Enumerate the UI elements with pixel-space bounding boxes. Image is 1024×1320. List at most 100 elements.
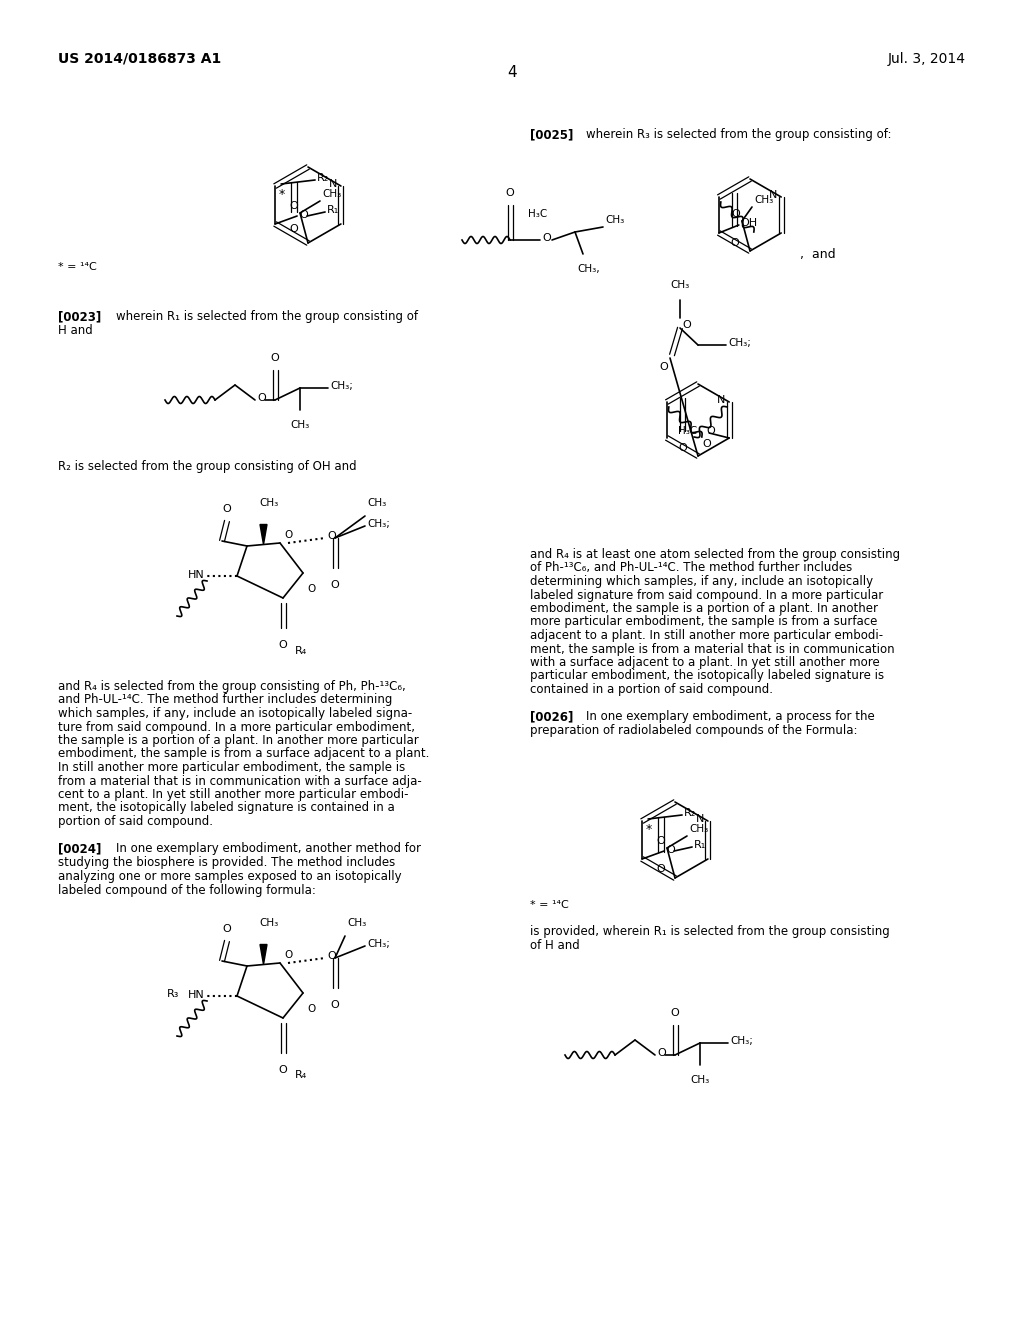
Text: CH₃: CH₃: [347, 917, 367, 928]
Text: *: *: [646, 822, 652, 836]
Text: CH₃: CH₃: [690, 1074, 710, 1085]
Text: O: O: [656, 863, 665, 874]
Text: wherein R₃ is selected from the group consisting of:: wherein R₃ is selected from the group co…: [586, 128, 892, 141]
Text: O: O: [671, 1008, 679, 1018]
Text: from a material that is in communication with a surface adja-: from a material that is in communication…: [58, 775, 422, 788]
Text: O: O: [284, 950, 292, 960]
Text: O: O: [682, 319, 691, 330]
Text: H₃C: H₃C: [527, 209, 547, 219]
Text: O: O: [257, 393, 266, 403]
Text: R₃: R₃: [167, 989, 179, 999]
Text: and R₄ is at least one atom selected from the group consisting: and R₄ is at least one atom selected fro…: [530, 548, 900, 561]
Text: O: O: [270, 352, 280, 363]
Text: HN: HN: [188, 570, 205, 579]
Text: ment, the isotopically labeled signature is contained in a: ment, the isotopically labeled signature…: [58, 801, 394, 814]
Text: O: O: [327, 950, 336, 961]
Text: labeled signature from said compound. In a more particular: labeled signature from said compound. In…: [530, 589, 884, 602]
Text: O: O: [307, 583, 315, 594]
Text: * = ¹⁴C: * = ¹⁴C: [530, 900, 568, 909]
Text: adjacent to a plant. In still another more particular embodi-: adjacent to a plant. In still another mo…: [530, 630, 883, 642]
Text: O: O: [506, 187, 514, 198]
Text: O: O: [702, 440, 711, 449]
Text: CH₃;: CH₃;: [730, 1036, 753, 1045]
Text: R₄: R₄: [295, 1071, 307, 1080]
Text: O: O: [678, 444, 687, 453]
Text: O: O: [279, 1065, 288, 1074]
Text: embodiment, the sample is from a surface adjacent to a plant.: embodiment, the sample is from a surface…: [58, 747, 429, 760]
Text: O: O: [284, 531, 292, 540]
Text: R₄: R₄: [295, 645, 307, 656]
Text: embodiment, the sample is a portion of a plant. In another: embodiment, the sample is a portion of a…: [530, 602, 878, 615]
Text: CH₃: CH₃: [671, 280, 689, 290]
Text: particular embodiment, the isotopically labeled signature is: particular embodiment, the isotopically …: [530, 669, 884, 682]
Text: Jul. 3, 2014: Jul. 3, 2014: [888, 51, 966, 66]
Text: [0024]: [0024]: [58, 842, 101, 855]
Text: and Ph-UL-¹⁴C. The method further includes determining: and Ph-UL-¹⁴C. The method further includ…: [58, 693, 392, 706]
Text: CH₃;: CH₃;: [728, 338, 751, 348]
Text: 4: 4: [507, 65, 517, 81]
Text: portion of said compound.: portion of said compound.: [58, 814, 213, 828]
Text: O: O: [289, 223, 298, 234]
Text: R₂: R₂: [317, 173, 330, 183]
Text: O: O: [331, 579, 339, 590]
Text: N: N: [695, 814, 703, 824]
Text: CH₃: CH₃: [291, 420, 309, 430]
Text: N: N: [329, 180, 337, 189]
Text: CH₃: CH₃: [322, 189, 341, 199]
Text: CH₃: CH₃: [367, 498, 386, 508]
Text: preparation of radiolabeled compounds of the Formula:: preparation of radiolabeled compounds of…: [530, 723, 857, 737]
Text: O: O: [279, 640, 288, 649]
Text: In still another more particular embodiment, the sample is: In still another more particular embodim…: [58, 762, 406, 774]
Text: OH: OH: [740, 218, 758, 228]
Text: CH₃: CH₃: [689, 824, 709, 834]
Text: the sample is a portion of a plant. In another more particular: the sample is a portion of a plant. In a…: [58, 734, 419, 747]
Polygon shape: [260, 945, 267, 965]
Text: In one exemplary embodiment, another method for: In one exemplary embodiment, another met…: [116, 842, 421, 855]
Text: O: O: [666, 845, 675, 855]
Text: CH₃;: CH₃;: [367, 519, 390, 529]
Text: O: O: [542, 234, 551, 243]
Text: ment, the sample is from a material that is in communication: ment, the sample is from a material that…: [530, 643, 895, 656]
Text: analyzing one or more samples exposed to an isotopically: analyzing one or more samples exposed to…: [58, 870, 401, 883]
Text: O: O: [656, 836, 665, 846]
Text: CH₃: CH₃: [754, 195, 773, 205]
Text: O: O: [657, 1048, 666, 1059]
Text: of Ph-¹³C₆, and Ph-UL-¹⁴C. The method further includes: of Ph-¹³C₆, and Ph-UL-¹⁴C. The method fu…: [530, 561, 852, 574]
Text: * = ¹⁴C: * = ¹⁴C: [58, 261, 96, 272]
Text: more particular embodiment, the sample is from a surface: more particular embodiment, the sample i…: [530, 615, 878, 628]
Text: is provided, wherein R₁ is selected from the group consisting: is provided, wherein R₁ is selected from…: [530, 925, 890, 939]
Text: and R₄ is selected from the group consisting of Ph, Ph-¹³C₆,: and R₄ is selected from the group consis…: [58, 680, 406, 693]
Text: with a surface adjacent to a plant. In yet still another more: with a surface adjacent to a plant. In y…: [530, 656, 880, 669]
Text: O: O: [707, 426, 716, 436]
Text: wherein R₁ is selected from the group consisting of: wherein R₁ is selected from the group co…: [116, 310, 418, 323]
Text: O: O: [659, 362, 669, 372]
Text: [0025]: [0025]: [530, 128, 573, 141]
Text: CH₃: CH₃: [259, 499, 279, 508]
Text: R₁: R₁: [694, 840, 707, 850]
Text: O: O: [222, 504, 231, 513]
Text: [0023]: [0023]: [58, 310, 101, 323]
Text: O: O: [307, 1005, 315, 1014]
Text: H and: H and: [58, 323, 93, 337]
Text: *: *: [280, 187, 286, 201]
Text: O: O: [222, 924, 231, 935]
Text: CH₃: CH₃: [259, 919, 279, 928]
Text: H₃C: H₃C: [678, 426, 697, 436]
Text: O: O: [731, 209, 740, 219]
Text: O: O: [289, 201, 298, 211]
Text: [0026]: [0026]: [530, 710, 573, 723]
Text: cent to a plant. In yet still another more particular embodi-: cent to a plant. In yet still another mo…: [58, 788, 409, 801]
Text: which samples, if any, include an isotopically labeled signa-: which samples, if any, include an isotop…: [58, 708, 413, 719]
Text: In one exemplary embodiment, a process for the: In one exemplary embodiment, a process f…: [586, 710, 874, 723]
Text: O: O: [730, 238, 738, 248]
Text: US 2014/0186873 A1: US 2014/0186873 A1: [58, 51, 221, 66]
Text: HN: HN: [188, 990, 205, 1001]
Text: contained in a portion of said compound.: contained in a portion of said compound.: [530, 682, 773, 696]
Text: O: O: [299, 210, 308, 220]
Text: N: N: [769, 190, 777, 201]
Text: O: O: [331, 1001, 339, 1010]
Text: of H and: of H and: [530, 939, 580, 952]
Text: R₂ is selected from the group consisting of OH and: R₂ is selected from the group consisting…: [58, 459, 356, 473]
Text: determining which samples, if any, include an isotopically: determining which samples, if any, inclu…: [530, 576, 873, 587]
Polygon shape: [260, 524, 267, 544]
